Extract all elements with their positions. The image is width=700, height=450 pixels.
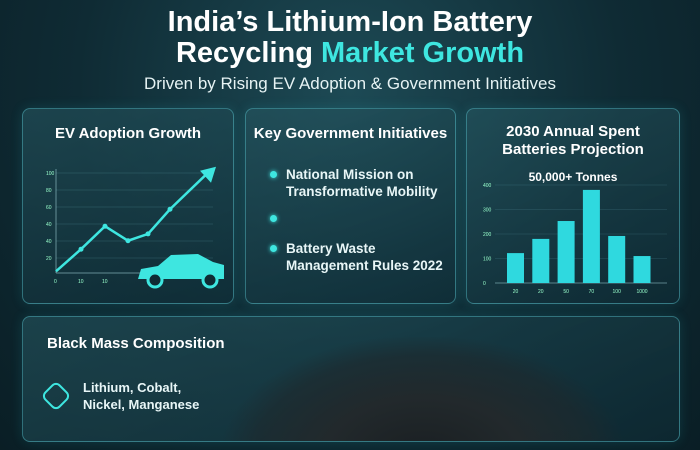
black-mass-powder-image <box>223 337 623 441</box>
data-point <box>125 238 131 244</box>
bullet-dot <box>270 215 277 222</box>
black-mass-card: Black Mass Composition Lithium, Cobalt, N… <box>22 316 680 442</box>
y-tick-label: 0 <box>483 281 486 287</box>
elements-line2: Nickel, Manganese <box>83 397 200 412</box>
initiative-3: Battery Waste Management Rules 2022 <box>286 240 443 274</box>
initiative-1: National Mission on Transformative Mobili… <box>286 166 438 200</box>
title-accent: Market Growth <box>321 37 525 69</box>
y-tick-label: 80 <box>46 188 52 194</box>
subtitle: Driven by Rising EV Adoption & Governmen… <box>144 74 556 93</box>
proj-title-2: Batteries Projection <box>502 141 644 158</box>
data-point <box>78 246 84 252</box>
bar <box>557 221 575 283</box>
initiative-1-line1: National Mission on <box>286 167 414 182</box>
x-tick-label: 100 <box>613 289 622 295</box>
x-tick-label: 70 <box>589 289 595 295</box>
title-plain: Recycling <box>175 37 322 69</box>
bullet-dot <box>270 245 277 252</box>
car-wheel <box>146 271 164 289</box>
y-tick-label: 40 <box>46 222 52 228</box>
bar <box>507 253 524 283</box>
black-mass-title: Black Mass Composition <box>47 335 225 352</box>
y-tick-label: 300 <box>483 208 492 214</box>
government-initiatives-card: Key Government Initiatives National Miss… <box>245 108 456 304</box>
y-tick-label: 400 <box>483 183 492 189</box>
proj-highlight: 50,000+ Tonnes <box>528 170 618 184</box>
x-tick-label: 10 <box>78 279 84 285</box>
bar <box>582 189 600 283</box>
x-tick-label: 10 <box>102 279 108 285</box>
x-tick-label: 20 <box>538 289 544 295</box>
arrow-head <box>200 166 216 183</box>
x-tick-label: 50 <box>563 289 569 295</box>
car-wheel <box>201 271 219 289</box>
x-tick-label: 1000 <box>636 289 647 295</box>
data-point <box>145 231 151 237</box>
ev-adoption-card: EV Adoption Growth 100 80 60 40 40 20 0 10 10 <box>22 108 234 304</box>
bullet-dot <box>270 171 277 178</box>
y-tick-label: 100 <box>46 171 55 177</box>
ev-line-chart: 100 80 60 40 40 20 0 10 10 <box>46 166 224 289</box>
ev-card-title: EV Adoption Growth <box>54 125 202 142</box>
projection-card: 2030 Annual Spent Batteries Projection 5… <box>466 108 680 304</box>
y-tick-label: 100 <box>483 257 492 263</box>
title-line-2: Recycling Market Growth <box>0 37 700 70</box>
x-tick-label: 20 <box>513 289 519 295</box>
data-point <box>167 206 173 212</box>
initiative-1-line2: Transformative Mobility <box>286 184 438 199</box>
bar <box>608 235 626 283</box>
car-icon <box>138 254 224 279</box>
elements-line1: Lithium, Cobalt, <box>83 380 182 395</box>
proj-title-1: 2030 Annual Spent <box>506 123 640 140</box>
initiative-3-line1: Battery Waste <box>286 241 376 256</box>
y-tick-label: 200 <box>483 232 492 238</box>
title-line-1: India’s Lithium-Ion Battery <box>167 6 533 38</box>
initiative-3-line2: Management Rules 2022 <box>286 258 443 273</box>
layers-hexagon-icon <box>40 380 72 412</box>
bar <box>633 256 651 283</box>
x-tick-label: 0 <box>54 279 57 285</box>
black-mass-elements: Lithium, Cobalt, Nickel, Manganese <box>83 379 199 413</box>
gov-card-title: Key Government Initiatives <box>253 125 448 142</box>
y-tick-label: 20 <box>46 256 52 262</box>
y-tick-label: 40 <box>46 239 52 245</box>
data-point <box>102 223 108 229</box>
y-tick-label: 60 <box>46 205 52 211</box>
bar <box>532 238 550 283</box>
